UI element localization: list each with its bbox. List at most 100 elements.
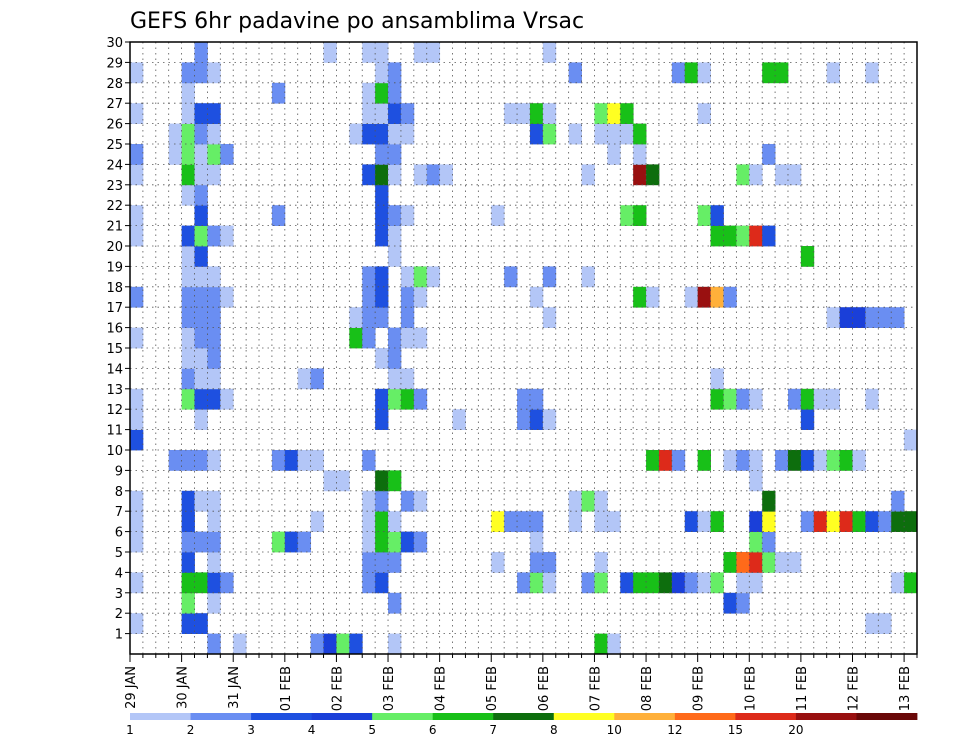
legend-label: 20 bbox=[788, 723, 803, 737]
heat-cell bbox=[375, 511, 389, 532]
heat-cell bbox=[826, 307, 840, 328]
heat-cell bbox=[349, 633, 363, 655]
y-axis: 1234567891011121314151617181920212223242… bbox=[106, 36, 130, 643]
heat-cell bbox=[194, 368, 208, 390]
heat-cell bbox=[710, 572, 724, 594]
heat-cell bbox=[852, 450, 866, 471]
heat-cell bbox=[181, 511, 195, 532]
heat-cell bbox=[813, 450, 828, 471]
heat-cell bbox=[710, 388, 724, 410]
heat-cell bbox=[375, 82, 389, 104]
heat-cell bbox=[813, 511, 828, 532]
heat-cell bbox=[400, 286, 415, 308]
heat-cell bbox=[723, 592, 737, 614]
heat-cell bbox=[181, 531, 195, 553]
heat-cell bbox=[542, 42, 557, 63]
heat-cell bbox=[194, 490, 208, 512]
heat-cell bbox=[375, 490, 389, 512]
heat-cell bbox=[620, 103, 634, 124]
heat-cell bbox=[375, 348, 389, 369]
heat-cell bbox=[891, 572, 905, 594]
heat-cell bbox=[775, 450, 789, 471]
heat-cell bbox=[762, 490, 776, 512]
heat-cell bbox=[762, 144, 776, 165]
heat-cell bbox=[736, 450, 750, 471]
heat-cell bbox=[697, 450, 711, 471]
heat-cell bbox=[130, 388, 144, 410]
heat-cell bbox=[749, 450, 763, 471]
heat-cell bbox=[181, 246, 195, 267]
heat-cell bbox=[762, 62, 776, 84]
heat-cell bbox=[271, 82, 286, 104]
heat-cell bbox=[529, 511, 544, 532]
heat-cell bbox=[388, 246, 402, 267]
heat-cell bbox=[633, 572, 647, 594]
legend-label: 1 bbox=[126, 723, 134, 737]
heat-cell bbox=[375, 552, 389, 573]
heat-cell bbox=[749, 531, 763, 553]
x-tick-label: 31 JAN bbox=[227, 666, 242, 709]
heat-cell bbox=[684, 572, 699, 594]
heat-cell bbox=[400, 103, 415, 124]
y-tick-label: 14 bbox=[106, 362, 123, 377]
heat-cell bbox=[426, 42, 441, 63]
legend-swatch bbox=[190, 713, 252, 720]
heat-cell bbox=[891, 307, 905, 328]
heat-cell bbox=[194, 144, 208, 165]
heat-cell bbox=[388, 327, 402, 349]
heat-cell bbox=[529, 286, 544, 308]
heat-cell bbox=[413, 286, 428, 308]
heat-cell bbox=[310, 633, 324, 655]
heat-cell bbox=[207, 164, 221, 186]
heat-cell bbox=[388, 103, 402, 124]
heat-cell bbox=[633, 144, 647, 165]
heat-cell bbox=[529, 572, 544, 594]
heat-cell bbox=[220, 286, 234, 308]
heat-cell bbox=[607, 144, 621, 165]
heat-cell bbox=[749, 552, 763, 573]
y-tick-label: 2 bbox=[115, 607, 123, 622]
heat-cell bbox=[207, 327, 221, 349]
heat-cell bbox=[375, 286, 389, 308]
heat-cell bbox=[542, 123, 557, 145]
heat-cell bbox=[736, 552, 750, 573]
heat-cell bbox=[194, 388, 208, 410]
heat-cell bbox=[194, 613, 208, 634]
heat-cell bbox=[388, 82, 402, 104]
heat-cell bbox=[310, 368, 324, 390]
heat-cell bbox=[362, 82, 376, 104]
y-tick-label: 13 bbox=[106, 383, 123, 398]
heat-cell bbox=[388, 368, 402, 390]
heat-cell bbox=[852, 307, 866, 328]
heat-cell bbox=[207, 450, 221, 471]
heat-cell bbox=[400, 307, 415, 328]
heat-cell bbox=[529, 103, 544, 124]
heat-cell bbox=[220, 225, 234, 247]
heat-cell bbox=[787, 388, 802, 410]
heat-cell bbox=[130, 572, 144, 594]
heat-cell bbox=[194, 266, 208, 288]
heat-cell bbox=[633, 164, 647, 186]
y-tick-label: 3 bbox=[115, 587, 123, 602]
heat-cell bbox=[375, 409, 389, 430]
heat-cell bbox=[375, 164, 389, 186]
heat-cell bbox=[658, 450, 673, 471]
heat-cell bbox=[878, 511, 892, 532]
legend-label: 3 bbox=[247, 723, 255, 737]
x-tick-label: 30 JAN bbox=[176, 666, 191, 709]
y-tick-label: 6 bbox=[115, 526, 123, 541]
heat-cell bbox=[181, 388, 195, 410]
heat-cell bbox=[388, 470, 402, 492]
heat-cell bbox=[130, 205, 144, 226]
legend-swatch bbox=[311, 713, 373, 720]
heat-cell bbox=[194, 164, 208, 186]
heat-cell bbox=[749, 572, 763, 594]
heat-cell bbox=[762, 511, 776, 532]
legend-swatch bbox=[130, 713, 191, 720]
heat-cell bbox=[517, 388, 531, 410]
heat-cell bbox=[362, 552, 376, 573]
heat-cell bbox=[568, 62, 582, 84]
heat-cell bbox=[220, 144, 234, 165]
heat-cell bbox=[194, 409, 208, 430]
heat-cell bbox=[452, 409, 466, 430]
